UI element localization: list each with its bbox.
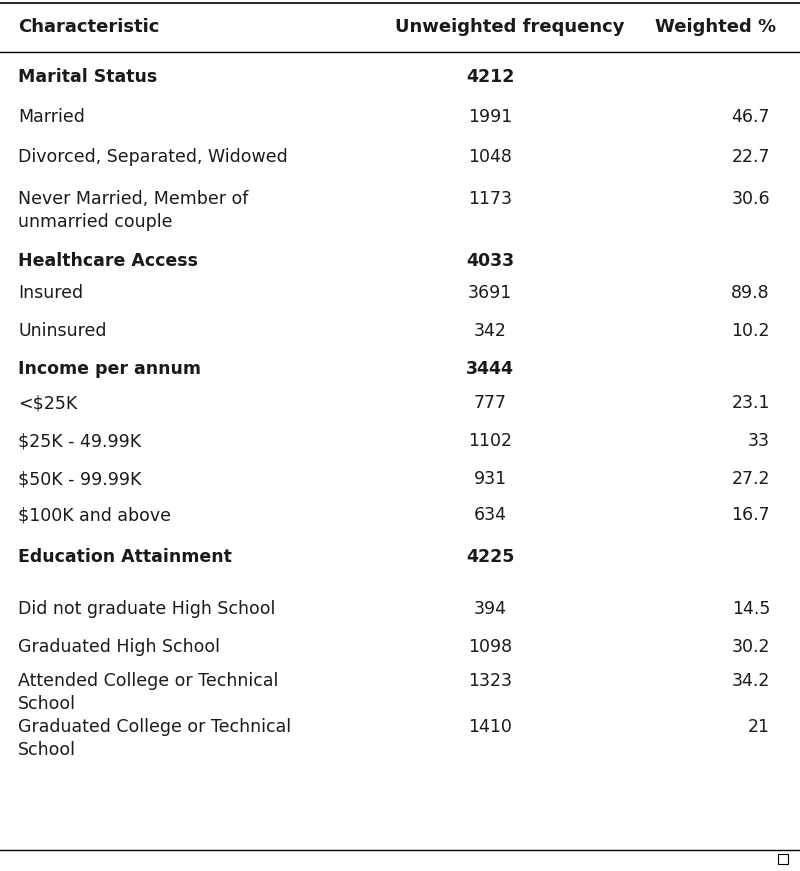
Text: Education Attainment: Education Attainment <box>18 548 232 566</box>
Text: Insured: Insured <box>18 284 83 302</box>
Text: Divorced, Separated, Widowed: Divorced, Separated, Widowed <box>18 148 288 166</box>
Text: 1323: 1323 <box>468 672 512 690</box>
Text: 1991: 1991 <box>468 108 512 126</box>
Text: Married: Married <box>18 108 85 126</box>
Text: 46.7: 46.7 <box>731 108 770 126</box>
Text: Weighted %: Weighted % <box>655 18 776 36</box>
Text: 4212: 4212 <box>466 68 514 86</box>
Text: 21: 21 <box>748 718 770 736</box>
Text: 931: 931 <box>474 470 506 488</box>
Text: 10.2: 10.2 <box>731 322 770 340</box>
Text: 30.6: 30.6 <box>731 190 770 208</box>
Text: 16.7: 16.7 <box>731 506 770 524</box>
Text: 3444: 3444 <box>466 360 514 378</box>
Text: 4033: 4033 <box>466 252 514 270</box>
Text: Graduated High School: Graduated High School <box>18 638 220 656</box>
Text: 23.1: 23.1 <box>731 394 770 412</box>
Text: Uninsured: Uninsured <box>18 322 106 340</box>
Text: Did not graduate High School: Did not graduate High School <box>18 600 275 618</box>
Text: 1173: 1173 <box>468 190 512 208</box>
Text: 1410: 1410 <box>468 718 512 736</box>
Text: 30.2: 30.2 <box>731 638 770 656</box>
Text: Income per annum: Income per annum <box>18 360 201 378</box>
Text: 1048: 1048 <box>468 148 512 166</box>
Bar <box>778 854 788 864</box>
Text: 342: 342 <box>474 322 506 340</box>
Text: 33: 33 <box>748 432 770 450</box>
Text: 34.2: 34.2 <box>732 672 770 690</box>
Text: 22.7: 22.7 <box>731 148 770 166</box>
Text: 89.8: 89.8 <box>731 284 770 302</box>
Text: $50K - 99.99K: $50K - 99.99K <box>18 470 142 488</box>
Text: 3691: 3691 <box>468 284 512 302</box>
Text: 1102: 1102 <box>468 432 512 450</box>
Text: 1098: 1098 <box>468 638 512 656</box>
Text: Graduated College or Technical
School: Graduated College or Technical School <box>18 718 291 759</box>
Text: 394: 394 <box>474 600 506 618</box>
Text: $100K and above: $100K and above <box>18 506 171 524</box>
Text: <$25K: <$25K <box>18 394 78 412</box>
Text: Marital Status: Marital Status <box>18 68 158 86</box>
Text: 777: 777 <box>474 394 506 412</box>
Text: Healthcare Access: Healthcare Access <box>18 252 198 270</box>
Text: Never Married, Member of
unmarried couple: Never Married, Member of unmarried coupl… <box>18 190 248 231</box>
Text: $25K - 49.99K: $25K - 49.99K <box>18 432 141 450</box>
Text: Unweighted frequency: Unweighted frequency <box>395 18 625 36</box>
Text: 634: 634 <box>474 506 506 524</box>
Text: Attended College or Technical
School: Attended College or Technical School <box>18 672 278 712</box>
Text: 14.5: 14.5 <box>732 600 770 618</box>
Text: 4225: 4225 <box>466 548 514 566</box>
Text: Characteristic: Characteristic <box>18 18 159 36</box>
Text: 27.2: 27.2 <box>731 470 770 488</box>
